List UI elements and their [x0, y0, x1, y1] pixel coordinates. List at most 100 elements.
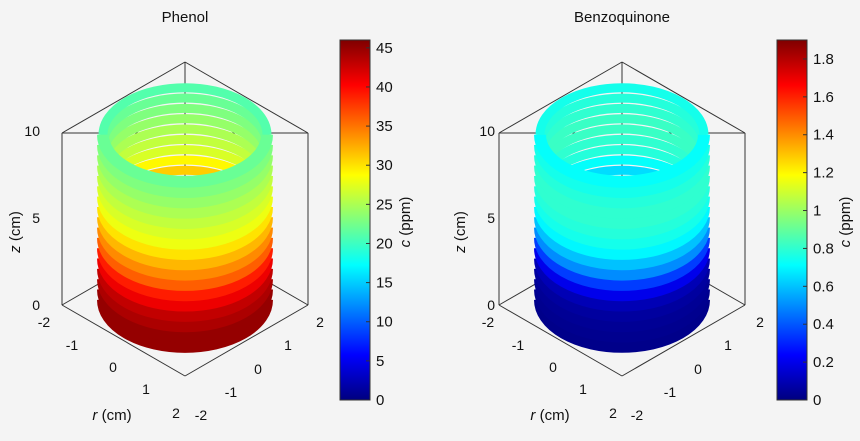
ring	[534, 165, 710, 219]
ring-front-arc	[97, 258, 273, 312]
ring-front-arc	[97, 237, 273, 291]
ring-front-arc	[97, 289, 273, 343]
colorbar-tick-label: 0.4	[813, 316, 834, 333]
ring-front-arc	[534, 196, 710, 250]
colorbar	[339, 39, 371, 401]
r2-tick-label: 2	[756, 314, 764, 330]
ring-back-arc	[535, 83, 709, 135]
r2-tick-label: 0	[254, 361, 262, 377]
r2-tick-label: 0	[694, 361, 702, 377]
z-axis-unit: (cm)	[7, 211, 24, 245]
ring-front-arc	[97, 299, 273, 353]
r-axis-var: r	[92, 407, 98, 424]
ring-back-arc	[98, 114, 272, 166]
z-axis-label: z (cm)	[7, 211, 24, 254]
ring	[534, 175, 710, 229]
ring	[97, 278, 273, 333]
r-tick-label: 2	[172, 405, 180, 421]
ring-back-arc	[98, 83, 272, 135]
box-edge	[498, 61, 623, 134]
axes-box-front	[498, 61, 746, 377]
r2-tick-label: 1	[284, 337, 292, 353]
r-tick-label: -2	[482, 314, 495, 330]
ring	[534, 278, 710, 333]
colorbar-tick-label: 40	[376, 79, 393, 96]
colorbar-tick-label: 15	[376, 275, 393, 292]
r2-tick-label: -1	[664, 384, 677, 400]
ring-front-arc	[534, 268, 710, 322]
ring-front-arc	[534, 237, 710, 291]
ring	[97, 299, 273, 353]
ring	[534, 196, 710, 250]
ring	[534, 134, 710, 188]
ring	[98, 83, 272, 135]
chart-panel-benzoquinone: Benzoquinone 10 5 0 z (cm) -2 -1 0 1 2 r…	[452, 9, 854, 424]
ring-front-arc	[97, 268, 273, 322]
rings-group	[97, 83, 273, 353]
ring	[97, 227, 273, 281]
chart-title: Benzoquinone	[574, 9, 670, 26]
colorbar-label-var: c	[397, 239, 414, 247]
colorbar-label-unit: (ppm)	[837, 197, 854, 240]
ring-front-arc	[534, 247, 710, 302]
ring	[534, 216, 710, 271]
box-edge	[621, 61, 746, 134]
ring-back-arc	[98, 103, 272, 156]
ring-front-arc	[534, 299, 710, 353]
r-tick-label: -1	[512, 337, 525, 353]
colorbar-tick-label: 1.2	[813, 165, 834, 182]
z-tick-label: 0	[32, 297, 40, 313]
ring-front-arc	[534, 278, 710, 333]
ring	[534, 227, 710, 281]
r-tick-label: -2	[38, 314, 51, 330]
ring	[535, 93, 709, 146]
ring	[98, 93, 272, 146]
ring-back-arc	[535, 103, 709, 156]
ring-front-arc	[97, 144, 273, 198]
colorbar-tick-label: 0	[376, 392, 384, 409]
colorbar-tick-label: 20	[376, 235, 393, 252]
colorbar-label-unit: (ppm)	[397, 197, 414, 240]
ring-front-arc	[534, 227, 710, 281]
ring	[534, 206, 710, 260]
ring-front-arc	[97, 278, 273, 333]
ring-front-arc	[97, 247, 273, 302]
ring	[98, 114, 272, 166]
z-tick-label: 5	[32, 210, 40, 226]
z-tick-label: 10	[24, 123, 40, 139]
ring	[535, 114, 709, 166]
r2-tick-label: -2	[195, 407, 208, 423]
colorbar-tick-label: 25	[376, 196, 393, 213]
colorbar-tick-label: 30	[376, 157, 393, 174]
ring	[97, 185, 273, 240]
ring-front-arc	[534, 216, 710, 271]
box-edge	[184, 61, 309, 134]
r-axis-label: r (cm)	[530, 407, 569, 424]
r2-tick-label: 2	[316, 314, 324, 330]
ring-front-arc	[534, 175, 710, 229]
box-edge	[184, 304, 309, 377]
z-axis-unit: (cm)	[452, 211, 469, 245]
ring-front-arc	[97, 134, 273, 188]
r-axis-label: r (cm)	[92, 407, 131, 424]
rings-group	[534, 83, 710, 353]
ring-front-arc	[534, 165, 710, 219]
z-axis-label: z (cm)	[452, 211, 469, 254]
ring	[534, 155, 710, 209]
r-tick-label: 1	[579, 381, 587, 397]
ring	[534, 185, 710, 240]
ring-front-arc	[97, 227, 273, 281]
chart-title: Phenol	[162, 9, 209, 26]
ring-front-arc	[534, 144, 710, 198]
ring-front-arc	[534, 258, 710, 312]
colorbar-tick-label: 0.2	[813, 354, 834, 371]
r2-tick-label: -1	[225, 384, 238, 400]
r-tick-label: 0	[549, 359, 557, 375]
ring	[97, 144, 273, 198]
colorbar-label: c (ppm)	[837, 197, 854, 248]
ring-front-arc	[97, 196, 273, 250]
ring	[534, 268, 710, 322]
ring	[97, 206, 273, 260]
axes-box-front	[61, 61, 309, 377]
r-axis-unit: (cm)	[535, 407, 569, 424]
